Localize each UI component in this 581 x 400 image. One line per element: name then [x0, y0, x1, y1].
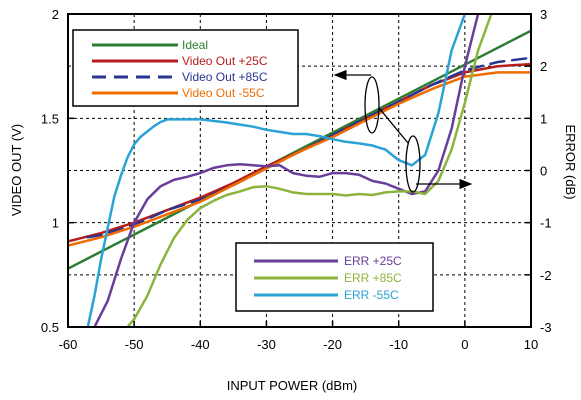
y-right-tick-label: 1	[540, 111, 547, 126]
series-line-video-out-55c	[68, 71, 531, 247]
legend-label-err-85: ERR +85C	[344, 271, 402, 285]
x-tick-label: -30	[257, 337, 276, 352]
y-left-tick-label: 1	[52, 216, 59, 231]
annotation-ellipse-top	[364, 76, 380, 134]
legend-label-err-m55: ERR -55C	[344, 288, 399, 302]
y-right-tick-label: 3	[540, 7, 547, 22]
series-line-err-55c	[86, 14, 467, 327]
y-right-tick-label: 2	[540, 59, 547, 74]
x-tick-label: -40	[191, 337, 210, 352]
legend-label-vout-85: Video Out +85C	[182, 70, 268, 84]
legend-label-ideal: Ideal	[182, 38, 208, 52]
y-left-tick-label: 2	[52, 7, 59, 22]
y-left-tick-label: 1.5	[41, 111, 59, 126]
y-axis-right-title: ERROR (dB)	[563, 124, 578, 199]
x-tick-label: 10	[524, 337, 538, 352]
x-tick-label: -50	[125, 337, 144, 352]
y-right-tick-label: 0	[540, 164, 547, 179]
annotation-arrows	[333, 69, 473, 193]
legend-label-vout-m55: Video Out -55C	[182, 86, 265, 100]
y-right-tick-label: -1	[540, 216, 552, 231]
x-axis-title: INPUT POWER (dBm)	[227, 378, 358, 393]
x-tick-label: -60	[59, 337, 78, 352]
x-tick-label: -20	[323, 337, 342, 352]
series-line-err-25c	[93, 14, 480, 327]
x-tick-label: -10	[389, 337, 408, 352]
legend-label-vout-25: Video Out +25C	[182, 54, 268, 68]
series-line-err-85c	[126, 14, 493, 327]
legend-label-err-25: ERR +25C	[344, 254, 402, 268]
annotation-connector	[378, 107, 409, 144]
series-layer	[68, 14, 531, 327]
y-right-tick-label: -2	[540, 268, 552, 283]
annotation-ellipse-bottom	[405, 135, 421, 193]
legend-bottom: ERR +25C ERR +85C ERR -55C	[235, 242, 434, 312]
x-tick-label: 0	[461, 337, 468, 352]
legend-top: Ideal Video Out +25C Video Out +85C Vide…	[72, 29, 299, 107]
y-axis-left-title: VIDEO OUT (V)	[9, 124, 24, 216]
series-line-ideal	[68, 29, 531, 270]
y-right-tick-label: -3	[540, 320, 552, 335]
y-left-tick-label: 0.5	[41, 320, 59, 335]
